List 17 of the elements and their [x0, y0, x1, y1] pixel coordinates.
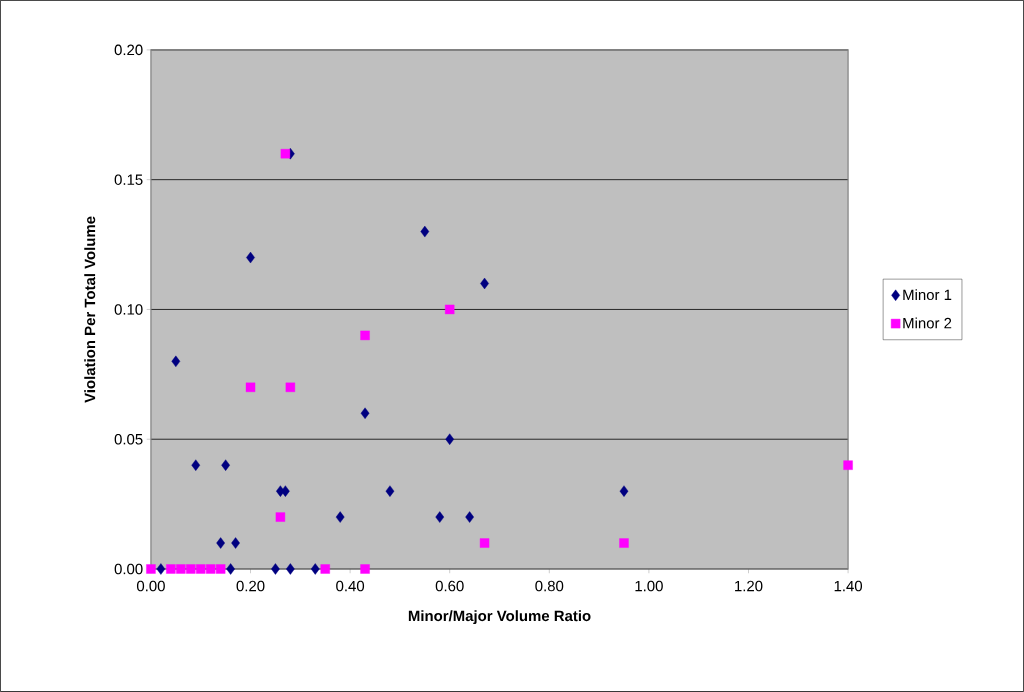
x-tick-label: 0.40 [336, 580, 365, 592]
y-axis-title: Violation Per Total Volume [84, 216, 96, 403]
legend-label: Minor 2 [903, 317, 952, 329]
x-tick-label: 0.60 [435, 580, 464, 592]
x-tick-label: 0.80 [535, 580, 564, 592]
x-tick-label: 0.00 [136, 580, 165, 592]
x-tick-label: 0.20 [236, 580, 265, 592]
y-tick-label: 0.00 [114, 563, 143, 575]
x-axis-title: Minor/Major Volume Ratio [408, 610, 591, 625]
y-tick-label: 0.15 [114, 174, 143, 185]
legend-label: Minor 1 [903, 289, 952, 301]
x-tick-label: 1.20 [735, 580, 763, 592]
x-tick-label: 1.40 [834, 580, 863, 592]
x-tick-label: 1.00 [635, 580, 663, 592]
y-tick-label: 0.10 [114, 304, 143, 315]
y-tick-label: 0.05 [114, 433, 143, 445]
y-tick-label: 0.20 [114, 44, 143, 56]
